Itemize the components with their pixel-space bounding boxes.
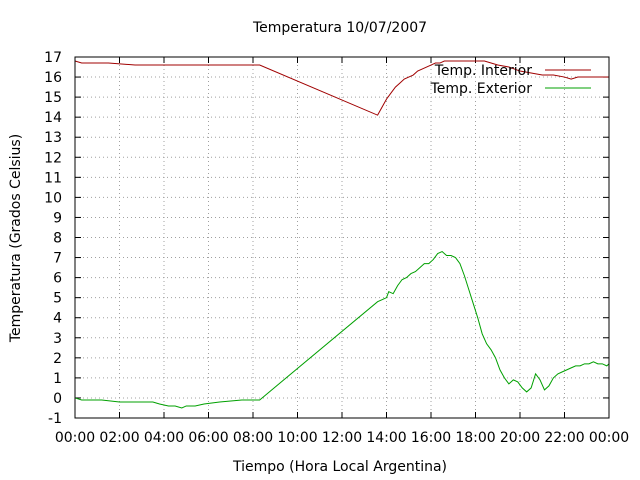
y-tick-label: 13: [44, 130, 62, 146]
series-line-temp-interior: [74, 60, 609, 116]
x-tick-label: 16:00: [411, 430, 451, 446]
chart-title: Temperatura 10/07/2007: [252, 20, 427, 36]
y-axis-label: Temperatura (Grados Celsius): [8, 134, 24, 343]
y-tick-label: 10: [44, 190, 62, 206]
legend-label-temp-interior: Temp. Interior: [434, 63, 533, 79]
plot-series: [74, 60, 610, 409]
x-tick-label: 10:00: [277, 430, 317, 446]
x-tick-label: 14:00: [366, 430, 406, 446]
y-tick-label: 4: [53, 311, 62, 327]
y-tick-label: 9: [53, 210, 62, 226]
y-tick-label: 0: [53, 391, 62, 407]
x-tick-label: 00:00: [589, 430, 629, 446]
x-axis: 00:00 02:00 04:00 06:00 08:00 10:00 12:00 14:00…: [55, 57, 629, 446]
y-tick-label: 6: [53, 271, 62, 287]
y-tick-label: 5: [53, 291, 62, 307]
x-tick-label: 20:00: [500, 430, 540, 446]
y-tick-label: 15: [44, 90, 62, 106]
y-tick-label: 2: [53, 351, 62, 367]
x-axis-label: Tiempo (Hora Local Argentina): [232, 459, 447, 475]
y-tick-label: 14: [44, 110, 62, 126]
y-tick-label: 16: [44, 70, 62, 86]
legend-label-temp-exterior: Temp. Exterior: [430, 81, 533, 97]
x-tick-label: 02:00: [99, 430, 139, 446]
series-line-temp-exterior: [74, 250, 610, 409]
x-tick-label: 12:00: [322, 430, 362, 446]
grid: [75, 57, 609, 418]
y-tick-label: 17: [44, 50, 62, 66]
legend: Temp. Interior Temp. Exterior: [430, 63, 591, 97]
plot-frame: [74, 56, 610, 419]
y-tick-label: 11: [44, 170, 62, 186]
x-tick-label: 22:00: [544, 430, 584, 446]
x-tick-label: 00:00: [55, 430, 95, 446]
y-tick-label: 7: [53, 251, 62, 267]
y-tick-label: 1: [53, 371, 62, 387]
y-tick-label: 8: [53, 231, 62, 247]
x-tick-label: 08:00: [233, 430, 273, 446]
x-tick-label: 06:00: [188, 430, 228, 446]
x-tick-label: 18:00: [455, 430, 495, 446]
y-tick-label: 12: [44, 150, 62, 166]
y-tick-label: -1: [48, 411, 62, 427]
x-tick-label: 04:00: [144, 430, 184, 446]
y-tick-label: 3: [53, 331, 62, 347]
